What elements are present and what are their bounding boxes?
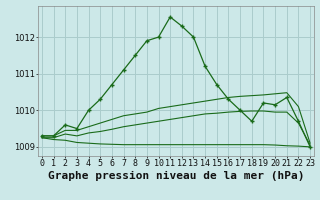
X-axis label: Graphe pression niveau de la mer (hPa): Graphe pression niveau de la mer (hPa) <box>48 171 304 181</box>
